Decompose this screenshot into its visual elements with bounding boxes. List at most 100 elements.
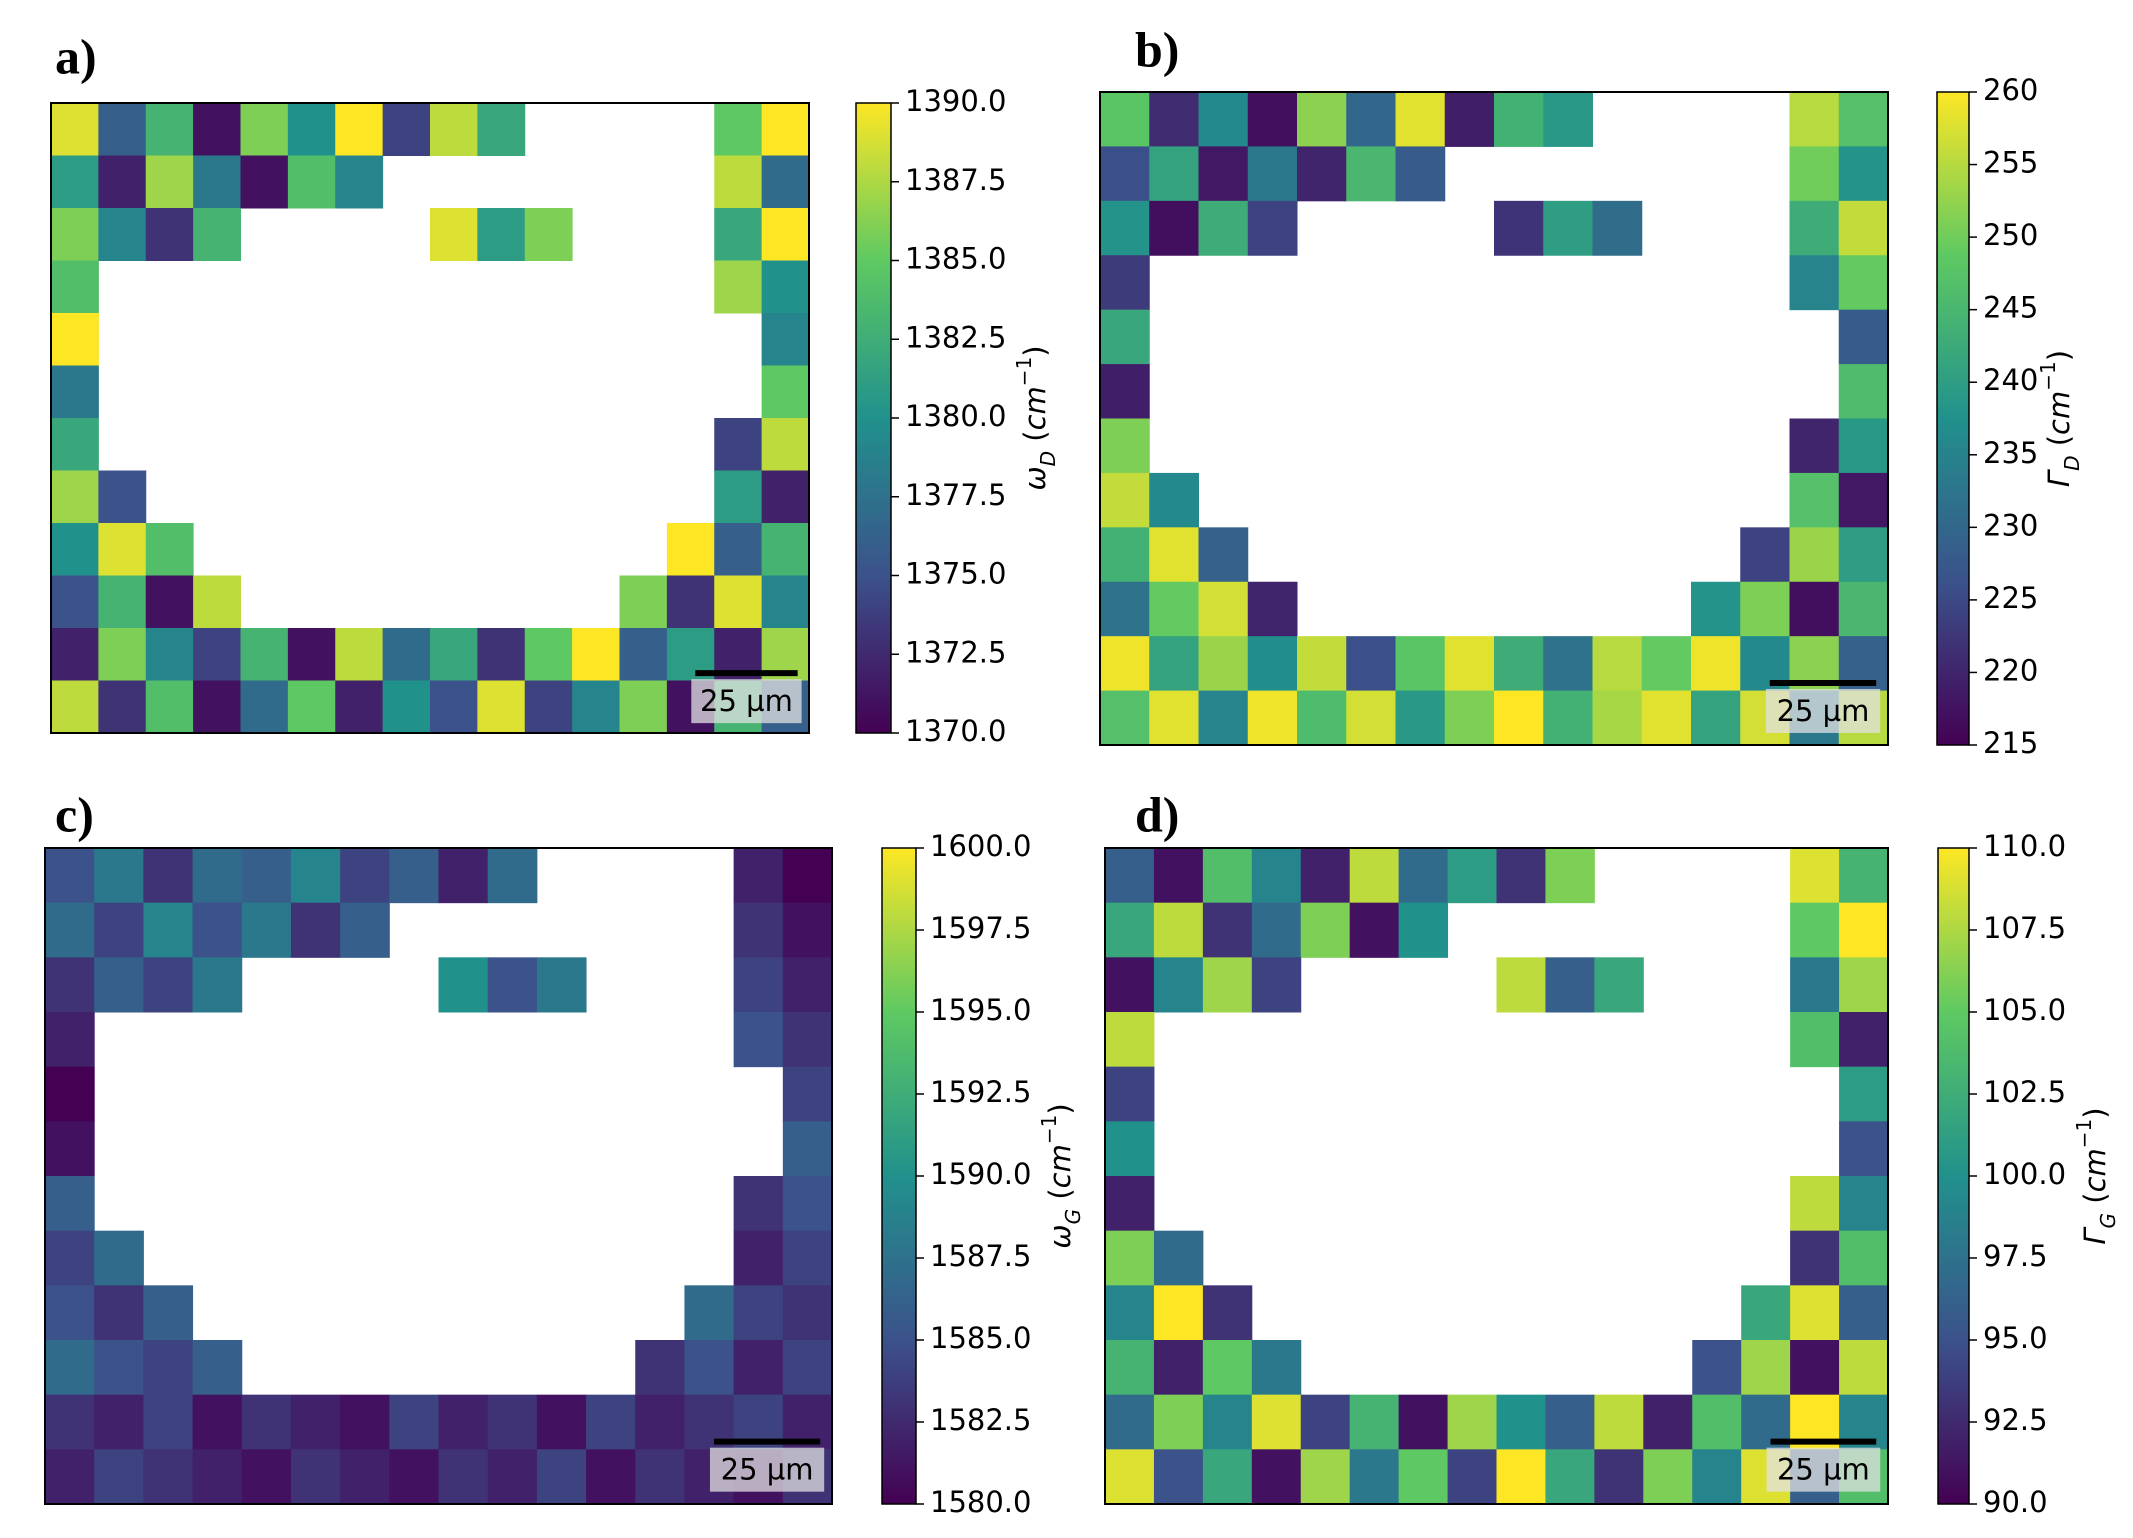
scale-bar-label: 25 µm — [721, 1453, 814, 1487]
heatmap-cell — [536, 1394, 587, 1450]
heatmap-cell — [1594, 1394, 1644, 1450]
heatmap-cell — [287, 628, 336, 681]
heatmap-cell — [1839, 1340, 1889, 1396]
heatmap-cell — [1838, 92, 1889, 147]
heatmap-cell — [714, 103, 763, 156]
heatmap-cell — [192, 1340, 243, 1396]
heatmap-cell — [241, 848, 292, 904]
colorbar-tick-label: 215 — [1983, 726, 2038, 760]
heatmap-cell — [1100, 92, 1150, 147]
heatmap-cell — [192, 848, 243, 904]
heatmap-cell — [193, 628, 241, 681]
colorbar-tick-label: 245 — [1983, 291, 2038, 325]
heatmap-cell — [1251, 957, 1302, 1013]
heatmap-cell — [240, 680, 289, 734]
heatmap-cell — [1790, 1285, 1840, 1341]
colorbar-label: ΓG (cm−1) — [2072, 1107, 2120, 1244]
heatmap-cell — [586, 1449, 636, 1505]
heatmap-cell — [94, 1449, 144, 1505]
colorbar-tick-label: 1590.0 — [930, 1157, 1031, 1191]
heatmap-cell — [1692, 1449, 1742, 1505]
heatmap-cell — [240, 103, 289, 156]
heatmap-cell — [782, 957, 833, 1013]
heatmap-cell — [1838, 146, 1889, 202]
heatmap-cell — [524, 208, 573, 261]
heatmap-cell — [51, 208, 99, 261]
heatmap-cell — [1202, 1285, 1253, 1341]
heatmap-cell — [1300, 848, 1351, 904]
heatmap-cell — [1789, 581, 1840, 637]
heatmap-cell — [487, 1449, 538, 1505]
heatmap-cell — [192, 957, 243, 1013]
heatmap-cell — [382, 628, 431, 681]
colorbar-tick-label: 1600.0 — [930, 829, 1031, 863]
heatmap-cell — [1838, 309, 1889, 365]
heatmap-cell — [524, 680, 573, 734]
heatmap-cell — [782, 1230, 833, 1286]
heatmap-cell — [1496, 1449, 1546, 1505]
heatmap-cell — [389, 848, 439, 904]
heatmap-cell — [340, 848, 390, 904]
heatmap-cell — [714, 575, 763, 629]
colorbar-tick-label: 107.5 — [1983, 911, 2066, 945]
heatmap-cell — [1789, 146, 1840, 202]
heatmap-cell — [761, 365, 810, 419]
heatmap-cell — [635, 1340, 685, 1396]
heatmap-cell — [1494, 200, 1544, 256]
panel-label: a) — [55, 28, 97, 84]
heatmap-cell — [143, 1449, 194, 1505]
heatmap-cell — [1838, 527, 1889, 583]
heatmap-cell — [1494, 92, 1544, 147]
colorbar-label-part: cm — [2042, 391, 2076, 435]
heatmap-cell — [143, 1340, 194, 1396]
heatmap-cell — [98, 628, 147, 681]
heatmap-cell — [94, 1230, 144, 1286]
heatmap-cell — [1789, 255, 1840, 311]
heatmap-cell — [619, 575, 668, 629]
heatmap-cell — [51, 470, 99, 524]
heatmap-cell — [1247, 636, 1298, 692]
heatmap-cell — [1692, 1394, 1742, 1450]
heatmap-cell — [761, 418, 810, 471]
heatmap-cell — [1153, 902, 1204, 958]
colorbar-tick-label: 1372.5 — [905, 635, 1006, 669]
heatmap-cell — [1395, 636, 1446, 692]
scale-bar-box — [1766, 1447, 1881, 1492]
heatmap-cell — [290, 902, 341, 958]
colorbar-tick-label: 102.5 — [1983, 1075, 2066, 1109]
heatmap-cell — [45, 1176, 95, 1232]
colorbar-tick-label: 255 — [1983, 146, 2038, 180]
heatmap-cell — [666, 575, 715, 629]
heatmap-cell — [1105, 902, 1155, 958]
heatmap-cell — [389, 1449, 439, 1505]
heatmap-cell — [143, 957, 194, 1013]
heatmap-cell — [1100, 418, 1150, 474]
colorbar-tick-label: 230 — [1983, 508, 2038, 542]
colorbar-tick-label: 220 — [1983, 653, 2038, 687]
heatmap-cell — [782, 848, 833, 904]
heatmap-cell — [524, 628, 573, 681]
colorbar-label-part: ) — [2042, 350, 2076, 361]
heatmap-cell — [145, 680, 194, 734]
heatmap-cell — [477, 628, 526, 681]
colorbar-tick-label: 1585.0 — [930, 1321, 1031, 1355]
heatmap-cell — [1398, 848, 1449, 904]
heatmap-cell — [1741, 1285, 1791, 1341]
heatmap-cell — [1839, 1176, 1889, 1232]
heatmap-cell — [1105, 1285, 1155, 1341]
heatmap-cell — [389, 1394, 439, 1450]
colorbar-label-part: −1 — [1012, 357, 1036, 386]
heatmap-cell — [1251, 1394, 1302, 1450]
heatmap-cell — [1790, 848, 1840, 904]
heatmap-cell — [438, 957, 489, 1013]
heatmap-cell — [430, 103, 478, 156]
heatmap-cell — [438, 1394, 489, 1450]
heatmap-cell — [192, 1394, 243, 1450]
heatmap-cell — [45, 1449, 95, 1505]
heatmap-cell — [1494, 636, 1544, 692]
heatmap-cell — [1153, 957, 1204, 1013]
heatmap-cell — [1444, 636, 1495, 692]
heatmap-cell — [733, 1230, 784, 1286]
heatmap-cell — [1297, 146, 1347, 202]
heatmap-cell — [733, 1176, 784, 1232]
